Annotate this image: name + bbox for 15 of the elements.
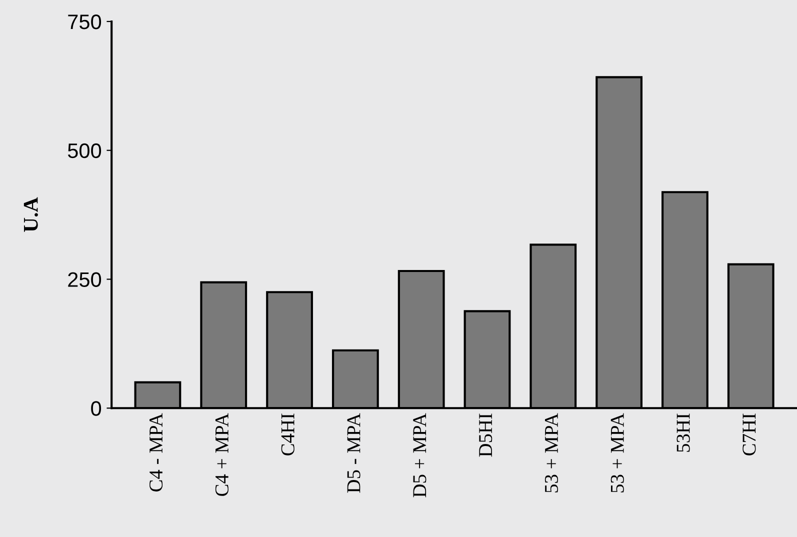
- x-tick-label: 53HI: [676, 414, 690, 452]
- y-tick-label: 0: [91, 401, 102, 416]
- x-tick-label: 53 + MPA: [544, 413, 558, 492]
- y-tick-label: 250: [68, 272, 102, 287]
- y-axis-title: U.A: [24, 197, 38, 232]
- x-tick-label: C7HI: [742, 414, 756, 456]
- x-tick-label: 53 + MPA: [610, 413, 624, 492]
- x-tick-label: D5HI: [479, 414, 492, 457]
- x-tick-label: D5 + MPA: [413, 413, 426, 498]
- x-tick-label: C4 + MPA: [215, 413, 228, 496]
- y-tick-label: 500: [68, 143, 102, 158]
- y-tick-label: 750: [68, 14, 102, 30]
- x-tick-label: D5 - MPA: [347, 413, 360, 493]
- x-tick-label: C4HI: [281, 414, 294, 456]
- x-tick-label: C4 - MPA: [150, 413, 163, 492]
